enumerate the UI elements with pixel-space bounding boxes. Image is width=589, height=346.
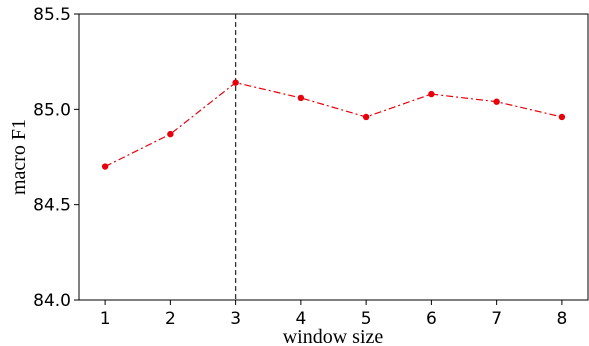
x-tick-label: 5 [361,309,372,329]
x-axis: 1 2 3 4 5 6 7 8 [100,300,567,329]
y-tick-label: 84.5 [33,196,71,216]
plot-frame [78,13,589,301]
data-point [232,79,239,86]
data-point [297,94,305,102]
x-tick-label: 8 [556,309,567,329]
data-point [167,130,174,138]
x-axis-title: window size [283,326,384,346]
x-tick-label: 7 [491,309,502,329]
y-tick-label: 84.0 [33,291,71,311]
y-axis-title: macro F1 [8,119,30,195]
data-point [101,163,109,170]
x-tick-label: 3 [230,309,241,329]
series-line [104,81,563,168]
data-point [493,98,500,105]
x-tick-label: 6 [426,309,437,329]
data-point [558,113,566,121]
x-tick-label: 1 [100,309,111,329]
x-tick-label: 4 [295,309,306,329]
y-tick-label: 85.5 [33,5,71,25]
y-axis: 84.0 84.5 85.0 85.5 [33,5,79,311]
y-tick-label: 85.0 [33,100,71,120]
series-layer [101,79,566,170]
data-point [362,113,370,121]
x-tick-label: 2 [165,309,176,329]
plot-area [78,13,589,301]
data-point [428,90,435,98]
